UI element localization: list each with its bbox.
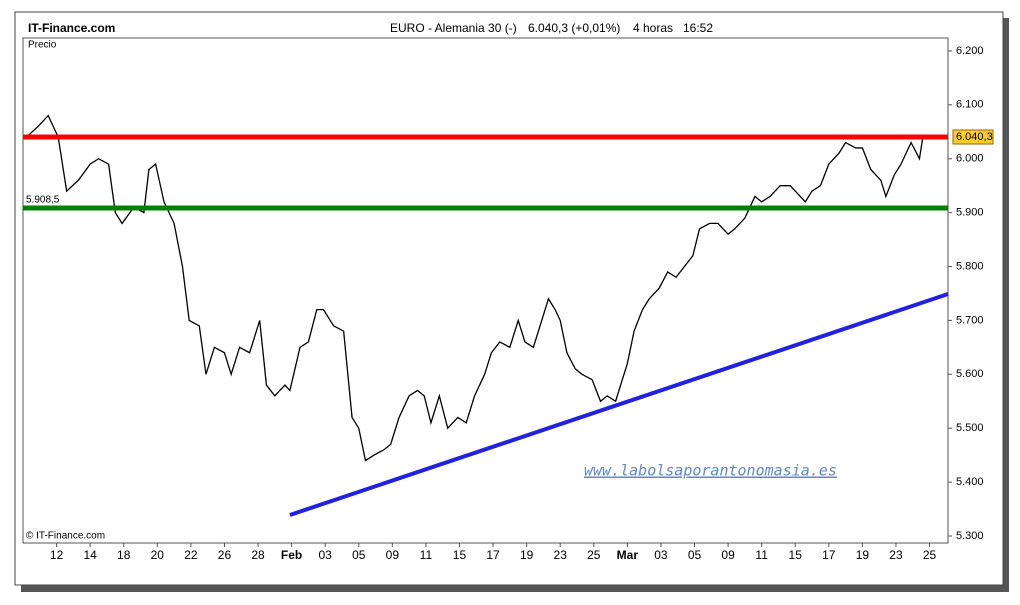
x-tick-label: 19 <box>520 548 534 562</box>
y-tick-label: 5.600 <box>956 368 984 380</box>
plot-area <box>22 37 949 544</box>
x-tick-label: 05 <box>688 548 702 562</box>
brand: IT-Finance.com <box>28 21 115 35</box>
timeframe: 4 horas <box>633 21 673 35</box>
x-tick-label: 15 <box>789 548 803 562</box>
x-tick-label: 25 <box>587 548 601 562</box>
x-tick-label: 23 <box>889 548 903 562</box>
x-tick-label: 26 <box>218 548 232 562</box>
level-label: 5.908,5 <box>26 195 60 206</box>
trendline <box>289 292 949 517</box>
x-tick-label: 19 <box>856 548 870 562</box>
level-label: 6.040,3 <box>956 131 993 143</box>
y-tick-label: 5.800 <box>956 260 984 272</box>
title: EURO - Alemania 30 (-) <box>390 21 517 35</box>
x-tick-label: 03 <box>318 548 332 562</box>
x-tick-label: 09 <box>721 548 735 562</box>
x-tick-label: Feb <box>281 548 302 562</box>
x-tick-label: 14 <box>83 548 97 562</box>
x-tick-label: 17 <box>486 548 500 562</box>
x-tick-label: 28 <box>251 548 265 562</box>
watermark: www.labolsaporantonomasia.es <box>584 462 837 480</box>
price-line <box>25 114 924 462</box>
y-tick-label: 5.300 <box>956 530 984 542</box>
x-tick-label: 03 <box>654 548 668 562</box>
x-tick-label: 18 <box>117 548 131 562</box>
x-tick-label: 22 <box>184 548 198 562</box>
x-tick-label: 11 <box>755 548 768 562</box>
y-label: Precio <box>28 40 57 51</box>
time: 16:52 <box>683 21 713 35</box>
quote: 6.040,3 (+0,01%) <box>528 21 620 35</box>
x-tick-label: 25 <box>923 548 937 562</box>
x-tick-label: 12 <box>50 548 64 562</box>
y-tick-label: 5.500 <box>956 422 984 434</box>
x-tick-label: 20 <box>151 548 165 562</box>
x-tick-label: 23 <box>554 548 568 562</box>
y-tick-label: 5.900 <box>956 207 984 219</box>
y-tick-label: 5.400 <box>956 476 984 488</box>
x-tick-label: 09 <box>386 548 400 562</box>
x-tick-label: 15 <box>453 548 467 562</box>
y-tick-label: 6.100 <box>956 99 984 111</box>
x-tick-label: 05 <box>352 548 366 562</box>
y-tick-label: 5.700 <box>956 314 984 326</box>
y-tick-label: 6.200 <box>956 45 984 57</box>
x-tick-label: 11 <box>420 548 433 562</box>
x-tick-label: Mar <box>617 548 639 562</box>
y-tick-label: 6.000 <box>956 153 984 165</box>
x-tick-label: 17 <box>822 548 836 562</box>
level-label-box <box>952 129 994 145</box>
copyright: © IT-Finance.com <box>26 531 105 542</box>
